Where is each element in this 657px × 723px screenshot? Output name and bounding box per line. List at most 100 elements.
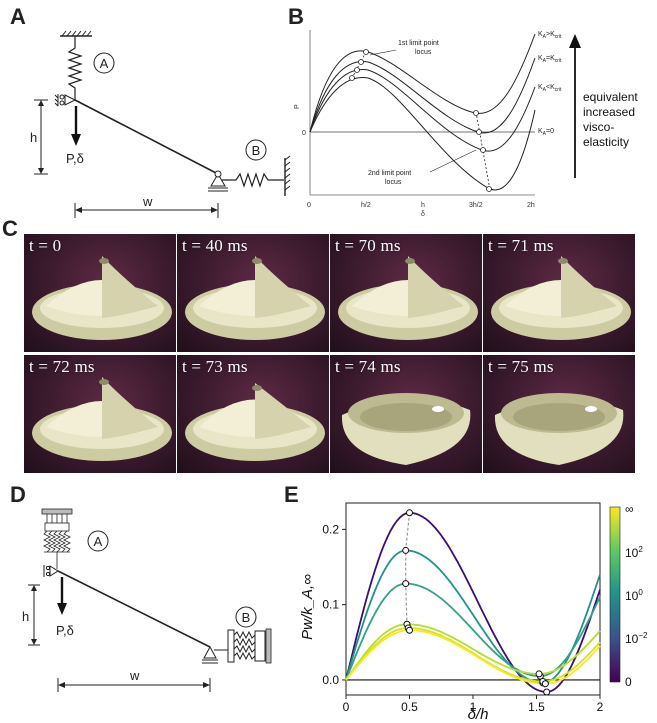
label-b-circle bbox=[245, 139, 267, 161]
colorbar-tick-1e2: 102 bbox=[625, 545, 643, 560]
snapshot-frame: t = 74 ms bbox=[330, 355, 482, 473]
snapshot-frame: t = 73 ms bbox=[177, 355, 329, 473]
svg-text:h: h bbox=[22, 609, 29, 624]
limit-point bbox=[402, 546, 410, 554]
snapshot-frame: t = 0 bbox=[24, 234, 176, 352]
y-tick-label: 0.0 bbox=[322, 673, 339, 687]
colorbar-tick-1e-2: 10−2 bbox=[625, 631, 648, 646]
panel-label-d: D bbox=[10, 482, 26, 507]
svg-text:B: B bbox=[242, 610, 251, 625]
arrow-text-1: equivalent bbox=[583, 90, 638, 104]
load-label-a: P,δ bbox=[66, 151, 84, 166]
arrow-text-2: increased bbox=[583, 105, 635, 119]
curve-k-eq bbox=[309, 57, 536, 134]
time-label: t = 40 ms bbox=[182, 236, 248, 255]
colorbar-tick-inf: ∞ bbox=[625, 502, 634, 516]
panel-label-c: C bbox=[2, 216, 18, 241]
panel-label-e: E bbox=[284, 482, 299, 507]
time-label: t = 74 ms bbox=[335, 357, 401, 376]
series-line bbox=[345, 511, 601, 693]
x-tick-label: 2 bbox=[597, 700, 604, 714]
series-line bbox=[345, 582, 601, 681]
limit-point bbox=[402, 580, 410, 588]
panel-label-a: A bbox=[10, 4, 26, 29]
curve-k-lt bbox=[309, 69, 536, 152]
svg-text:w: w bbox=[129, 668, 140, 683]
svg-text:P: P bbox=[294, 104, 301, 109]
snapshot-frame: t = 72 ms bbox=[24, 355, 176, 473]
arrow-text-3: visco- bbox=[583, 120, 614, 134]
svg-text:h: h bbox=[421, 202, 425, 209]
colorbar-tick-0: 0 bbox=[625, 675, 632, 689]
dome-shell-image bbox=[32, 256, 172, 340]
snapshot-frame: t = 75 ms bbox=[483, 355, 635, 473]
h-label-a: h bbox=[30, 130, 37, 145]
svg-text:KA=Kcrit: KA=Kcrit bbox=[538, 55, 562, 64]
spring-a bbox=[67, 36, 83, 100]
svg-text:KA>Kcrit: KA>Kcrit bbox=[538, 31, 562, 40]
snapshot-frame: t = 40 ms bbox=[177, 234, 329, 352]
limit-point bbox=[406, 509, 413, 517]
limit-point bbox=[541, 680, 549, 688]
svg-text:locus: locus bbox=[385, 179, 402, 186]
dome-shell-image bbox=[338, 256, 478, 340]
x-tick-label: 0.5 bbox=[401, 700, 418, 714]
arrow-text-4: elasticity bbox=[583, 135, 629, 149]
bar-a bbox=[74, 99, 219, 175]
x-tick-label: 0 bbox=[343, 700, 350, 714]
svg-text:0: 0 bbox=[307, 202, 311, 209]
time-label: t = 0 bbox=[29, 236, 62, 255]
svg-text:1st limit point: 1st limit point bbox=[398, 40, 439, 47]
time-label: t = 70 ms bbox=[335, 236, 401, 255]
series-line bbox=[345, 623, 601, 681]
series-line bbox=[345, 627, 601, 683]
chart-e: 0 0.5 1 1.5 2 0.0 0.1 0.2 Pw/k_A,∞ δ/h ∞ 102 10… bbox=[299, 502, 648, 723]
dome-shell-image bbox=[185, 256, 325, 340]
series-line bbox=[345, 549, 601, 684]
curve-k-gt bbox=[309, 33, 536, 133]
inverted-shell-image bbox=[494, 393, 624, 465]
limit-point bbox=[406, 626, 413, 634]
curve-k-zero bbox=[309, 77, 536, 191]
mechanism-diagram-d: A P,δ h B w bbox=[22, 508, 272, 692]
mechanism-diagram-a: A P,δ h B w bbox=[30, 30, 291, 218]
label-a-text: A bbox=[100, 56, 109, 71]
chart-e-ylabel: Pw/k_A,∞ bbox=[299, 574, 316, 640]
label-a-circle bbox=[93, 52, 115, 74]
svg-text:P,δ: P,δ bbox=[56, 623, 74, 638]
w-label-a: w bbox=[142, 194, 153, 209]
x-tick-label: 1.5 bbox=[528, 700, 545, 714]
limit-point bbox=[535, 670, 543, 678]
colorbar-tick-1e0: 100 bbox=[625, 588, 643, 603]
snapshot-grid: t = 0 t = 40 ms t = 70 ms t = 71 ms bbox=[24, 234, 636, 474]
panel-label-b: B bbox=[288, 4, 304, 29]
svg-text:locus: locus bbox=[415, 49, 432, 56]
y-tick-label: 0.2 bbox=[322, 522, 339, 536]
spring-b bbox=[222, 172, 284, 188]
label-b-text: B bbox=[252, 143, 261, 158]
force-displacement-diagram-b: P 0 0 h/2 h δ 3h/2 2h 1st limit point lo… bbox=[294, 30, 638, 218]
limit-point bbox=[543, 688, 551, 696]
time-label: t = 72 ms bbox=[29, 357, 95, 376]
svg-text:3h/2: 3h/2 bbox=[469, 202, 483, 209]
limit-locus-1 bbox=[405, 512, 411, 631]
snapshot-frame: t = 71 ms bbox=[483, 234, 635, 352]
time-label: t = 71 ms bbox=[488, 236, 554, 255]
colorbar bbox=[609, 506, 621, 683]
svg-text:KA<Kcrit: KA<Kcrit bbox=[538, 84, 562, 93]
dome-shell-image bbox=[185, 383, 325, 461]
y-tick-label: 0.1 bbox=[322, 598, 339, 612]
svg-text:2h: 2h bbox=[527, 202, 535, 209]
x-tick-label: 1 bbox=[470, 700, 477, 714]
time-label: t = 73 ms bbox=[182, 357, 248, 376]
time-label: t = 75 ms bbox=[488, 357, 554, 376]
series-line bbox=[345, 629, 601, 685]
snapshot-frame: t = 70 ms bbox=[330, 234, 482, 352]
inverted-shell-image bbox=[341, 393, 471, 465]
chart-e-xlabel: δ/h bbox=[468, 706, 489, 723]
svg-text:2nd limit point: 2nd limit point bbox=[368, 170, 411, 177]
dome-shell-image bbox=[32, 377, 172, 461]
svg-text:KA=0: KA=0 bbox=[538, 128, 554, 137]
dome-shell-image bbox=[491, 256, 631, 340]
svg-text:0: 0 bbox=[302, 130, 306, 137]
